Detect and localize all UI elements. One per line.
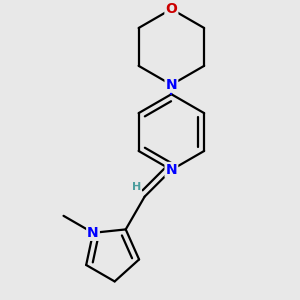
Text: O: O — [165, 2, 177, 16]
Text: N: N — [166, 78, 177, 92]
Text: H: H — [132, 182, 141, 192]
Text: N: N — [87, 226, 99, 240]
Text: N: N — [166, 163, 177, 177]
